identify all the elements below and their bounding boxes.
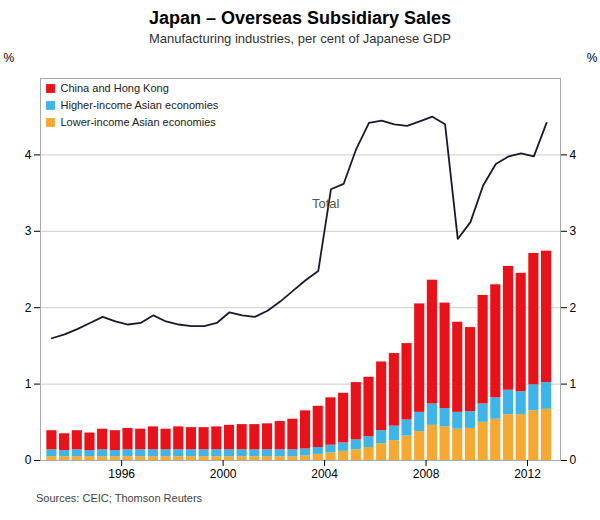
svg-text:1: 1: [25, 377, 32, 391]
svg-text:3: 3: [25, 224, 32, 238]
svg-text:1996: 1996: [108, 467, 135, 481]
svg-text:Higher-income Asian economies: Higher-income Asian economies: [61, 99, 219, 111]
svg-text:0: 0: [570, 453, 577, 467]
html-text:Japan – Overseas Subsidiary Sa: Japan – Overseas Subsidiary Sales: [148, 8, 452, 28]
svg-text:4: 4: [570, 148, 577, 162]
svg-text:1: 1: [570, 377, 577, 391]
svg-text:Lower-income Asian economies: Lower-income Asian economies: [61, 116, 217, 128]
svg-text:2: 2: [25, 301, 32, 315]
svg-text:2004: 2004: [311, 467, 338, 481]
svg-text:4: 4: [25, 148, 32, 162]
svg-text:%: %: [587, 51, 598, 65]
svg-text:2008: 2008: [413, 467, 440, 481]
html-text:Sources: CEIC; Thomson Reuters: Sources: CEIC; Thomson Reuters: [36, 492, 203, 504]
svg-text:China and Hong Kong: China and Hong Kong: [61, 82, 169, 94]
html-text:Manufacturing industries, per: Manufacturing industries, per cent of Ja…: [149, 31, 451, 46]
svg-text:3: 3: [570, 224, 577, 238]
svg-text:2000: 2000: [210, 467, 237, 481]
svg-text:0: 0: [25, 453, 32, 467]
svg-text:%: %: [4, 51, 15, 65]
svg-text:Total: Total: [312, 196, 340, 211]
svg-text:2012: 2012: [514, 467, 541, 481]
svg-text:2: 2: [570, 301, 577, 315]
